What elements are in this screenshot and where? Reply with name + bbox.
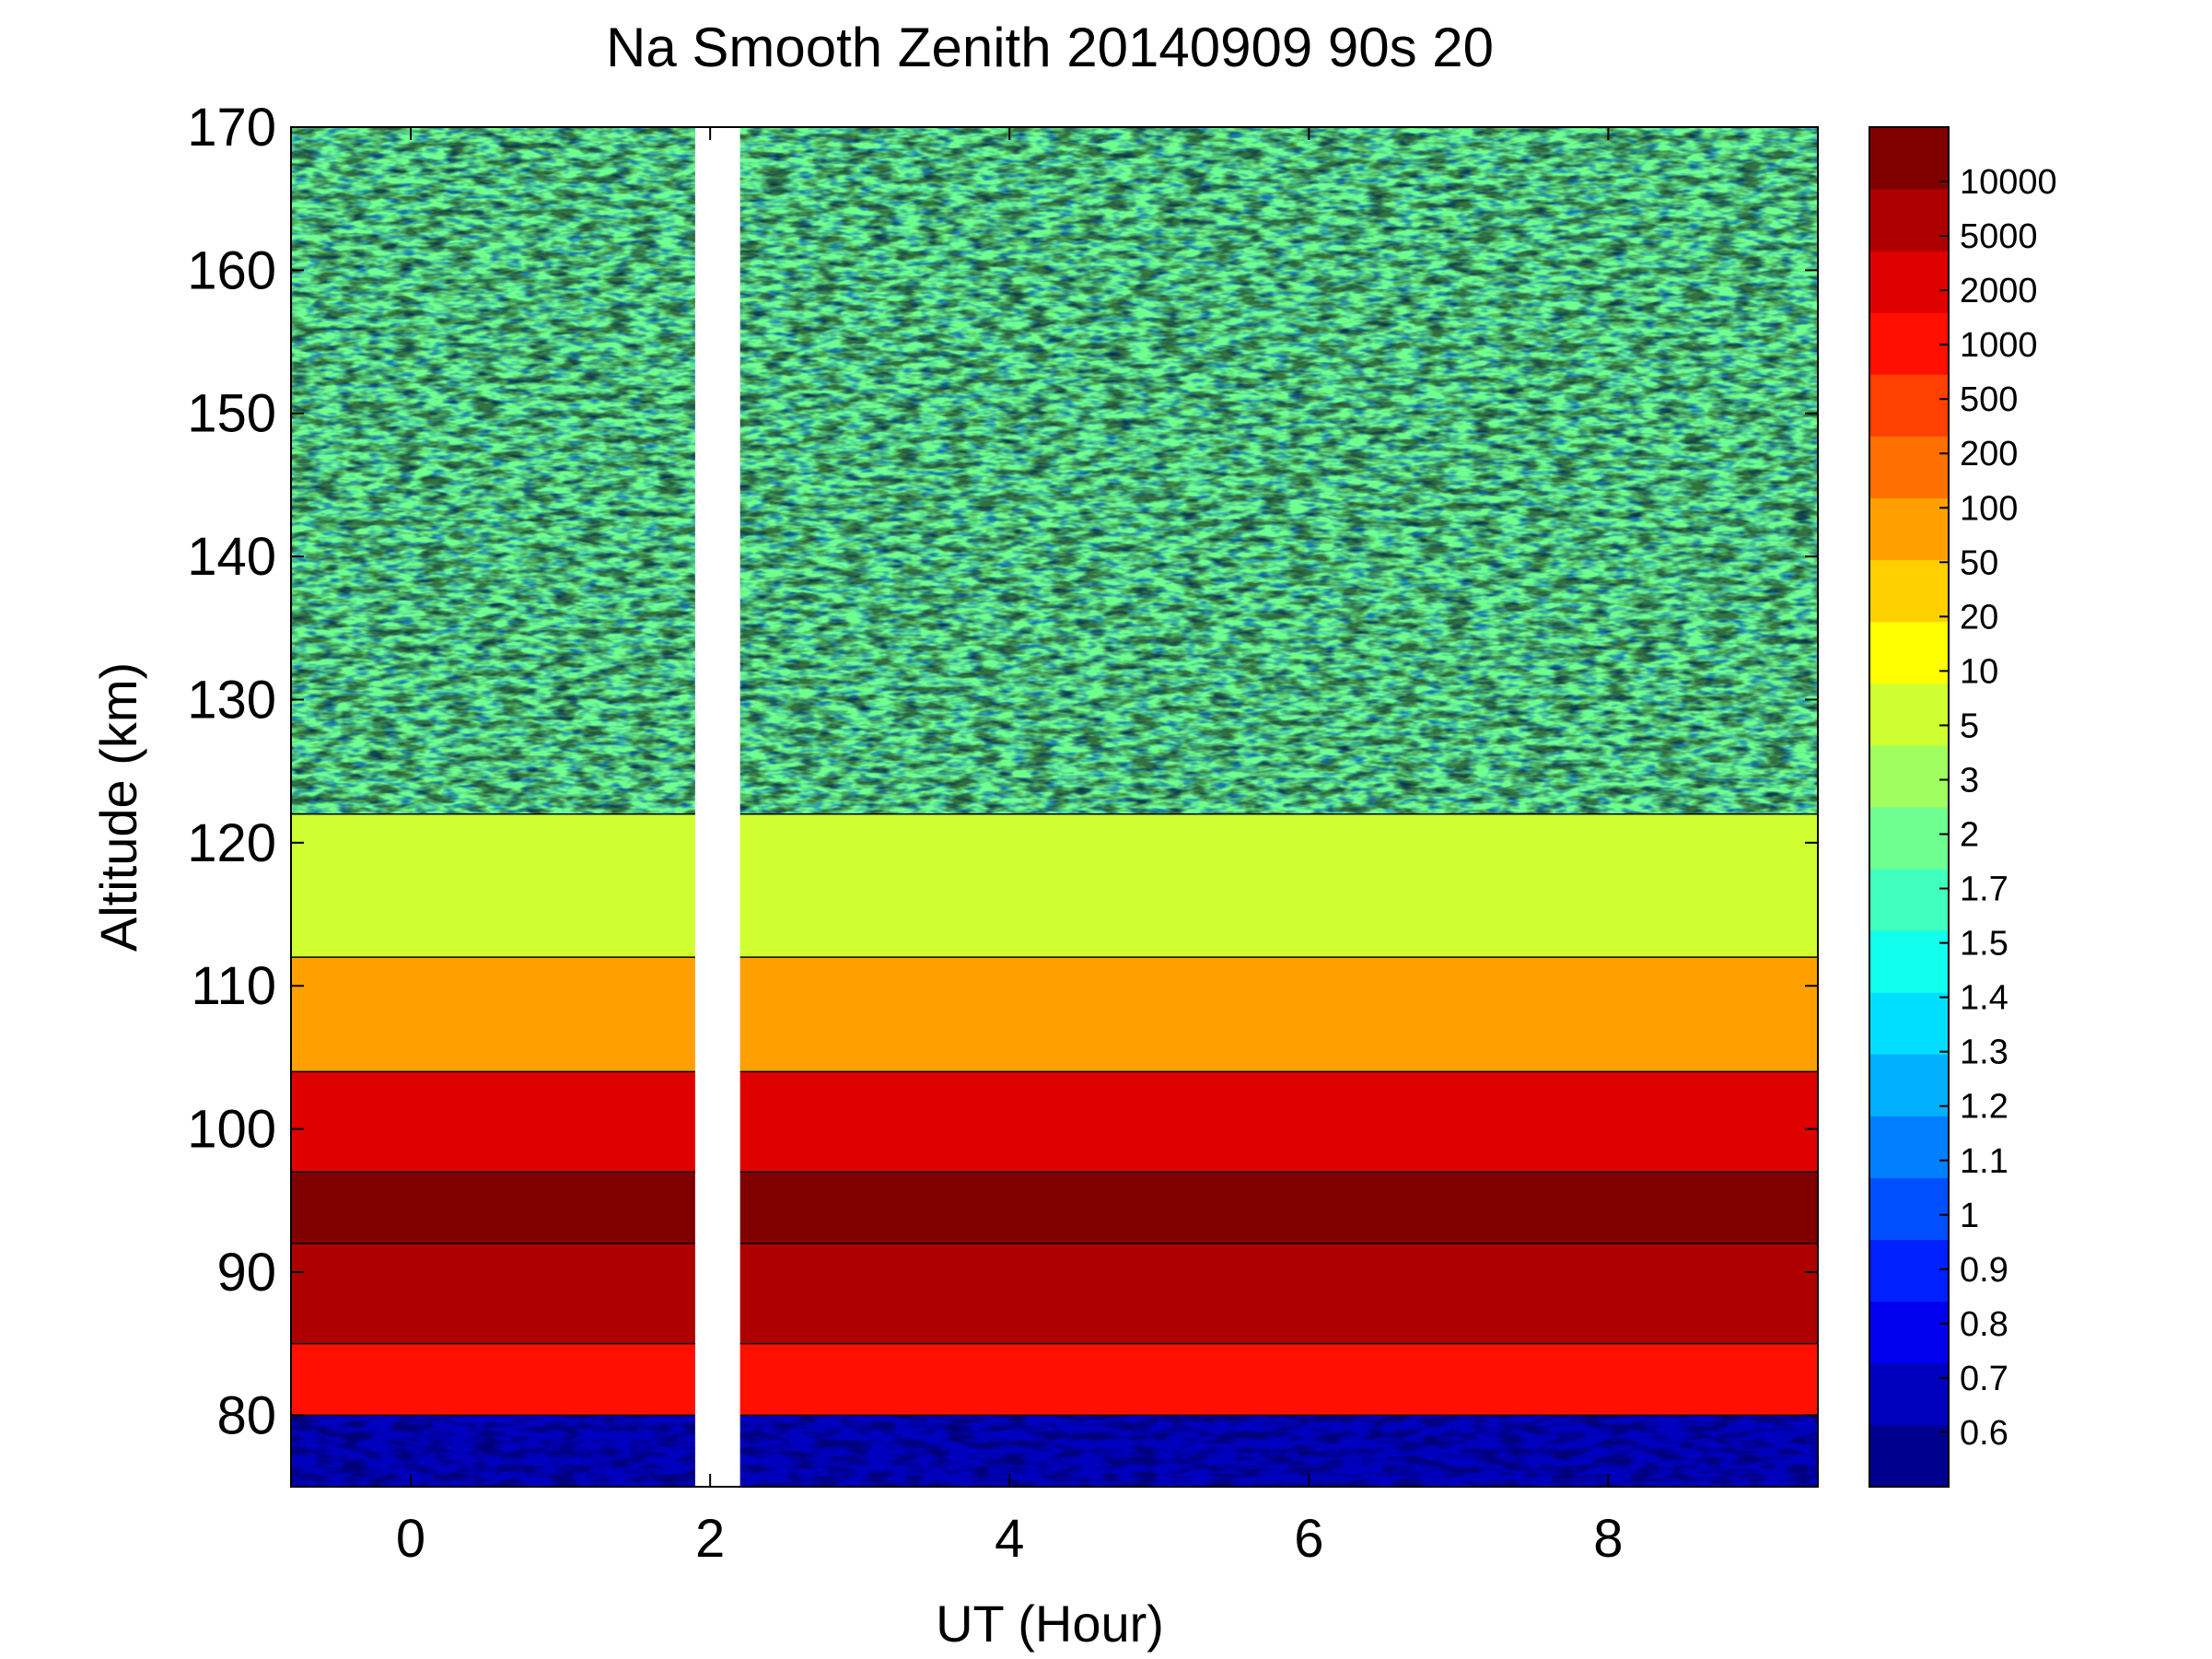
colorbar-segment — [1869, 807, 1949, 870]
colorbar-segment — [1869, 1301, 1949, 1364]
x-tick-label: 8 — [1593, 1509, 1623, 1569]
colorbar-frame — [1869, 126, 1950, 1488]
y-tick-label: 140 — [187, 527, 276, 587]
colorbar-tick-label: 1.1 — [1960, 1142, 2008, 1181]
x-tick-label: 2 — [695, 1509, 725, 1569]
colorbar-segment — [1869, 683, 1949, 746]
plot-area — [290, 126, 1819, 1488]
colorbar-segment — [1869, 869, 1949, 931]
colorbar-segment — [1869, 992, 1949, 1055]
colorbar-tick-label: 1.2 — [1960, 1088, 2008, 1127]
heatmap-band-sodium-layer-edge — [291, 1343, 1818, 1416]
colorbar-segment — [1869, 1239, 1949, 1303]
y-tick-label: 110 — [192, 956, 276, 1016]
y-tick-label: 100 — [187, 1100, 276, 1160]
colorbar-tick-label: 5000 — [1960, 217, 2038, 256]
y-tick-label: 90 — [216, 1243, 276, 1303]
y-axis: 80 90 100 110 120 130 140 150 160 170 — [187, 98, 1818, 1445]
colorbar: 0.6 0.7 0.8 0.9 1 1.1 1.2 1.3 1.4 1.5 1.7 2 3 5 10 20 50… — [1869, 126, 2057, 1488]
colorbar-tick-label: 2000 — [1960, 272, 2038, 310]
colorbar-tick-label: 1.5 — [1960, 925, 2008, 964]
colorbar-tick-label: 1000 — [1960, 326, 2038, 365]
upper-contour-texture — [291, 127, 1818, 814]
colorbar-segment — [1869, 1116, 1949, 1179]
colorbar-tick-label: 1.4 — [1960, 979, 2008, 1018]
colorbar-segment — [1869, 189, 1949, 251]
y-tick-label: 170 — [187, 98, 276, 158]
colorbar-segment — [1869, 559, 1949, 623]
chart-title: Na Smooth Zenith 20140909 90s 20 — [606, 17, 1494, 78]
heatmap-band-sodium-layer-upper — [291, 1071, 1818, 1173]
colorbar-tick-label: 0.8 — [1960, 1305, 2008, 1344]
colorbar-segment — [1869, 930, 1949, 993]
heatmap-band-layer-topside — [291, 957, 1818, 1072]
colorbar-segment — [1869, 1177, 1949, 1241]
colorbar-segment — [1869, 251, 1949, 313]
y-tick-label: 160 — [187, 240, 276, 300]
heatmap-band-sodium-layer-peak — [291, 1172, 1818, 1244]
colorbar-tick-label: 0.9 — [1960, 1251, 2008, 1290]
colorbar-tick-label: 500 — [1960, 380, 2018, 419]
colorbar-tick-label: 1 — [1960, 1197, 1979, 1235]
colorbar-segment — [1869, 127, 1949, 190]
data-gap — [694, 127, 740, 1487]
colorbar-tick-label: 1.7 — [1960, 870, 2008, 909]
y-tick-label: 130 — [187, 670, 276, 730]
plot-frame — [290, 126, 1819, 1488]
x-tick-label: 6 — [1294, 1509, 1323, 1569]
heatmap-band-sodium-layer-lower — [291, 1243, 1818, 1344]
y-axis-label: Altitude (km) — [89, 662, 147, 952]
colorbar-tick-label: 1.3 — [1960, 1034, 2008, 1072]
colorbar-tick-label: 0.7 — [1960, 1360, 2008, 1398]
colorbar-tick-label: 5 — [1960, 707, 1979, 745]
x-tick-label: 4 — [995, 1509, 1024, 1569]
y-tick-label: 150 — [187, 384, 276, 444]
x-axis: 0 2 4 6 8 — [396, 127, 1624, 1569]
colorbar-segment — [1869, 1362, 1949, 1426]
colorbar-tick-label: 50 — [1960, 543, 1998, 582]
colorbar-segment — [1869, 1424, 1949, 1488]
colorbar-segment — [1869, 1054, 1949, 1116]
x-axis-label: UT (Hour) — [936, 1595, 1164, 1653]
x-tick-label: 0 — [396, 1509, 425, 1569]
colorbar-segment — [1869, 312, 1949, 375]
colorbar-tick-label: 3 — [1960, 761, 1979, 800]
colorbar-tick-label: 10000 — [1960, 163, 2057, 202]
colorbar-tick-label: 100 — [1960, 489, 2018, 528]
colorbar-tick-label: 2 — [1960, 816, 1979, 855]
y-tick-label: 80 — [216, 1385, 276, 1445]
colorbar-segment — [1869, 497, 1949, 561]
colorbar-tick-label: 200 — [1960, 435, 2018, 473]
data-gap-strip — [694, 127, 740, 1487]
colorbar-tick-label: 0.6 — [1960, 1414, 2008, 1453]
colorbar-segment — [1869, 374, 1949, 437]
noise-texture — [291, 127, 1818, 1487]
y-tick-label: 120 — [187, 813, 276, 873]
heatmap-band-thermosphere-low — [291, 813, 1818, 958]
colorbar-tick-label: 10 — [1960, 652, 1998, 691]
colorbar-segment — [1869, 436, 1949, 499]
colorbar-segment — [1869, 744, 1949, 808]
colorbar-tick-label: 20 — [1960, 598, 1998, 637]
lower-noise-texture — [291, 1415, 1818, 1487]
colorbar-segment — [1869, 621, 1949, 684]
